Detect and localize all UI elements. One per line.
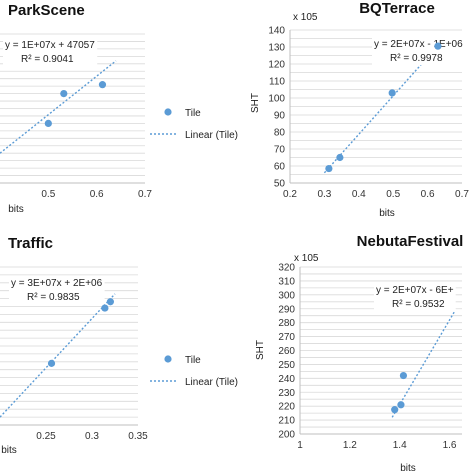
x-tick-label: 0.7 bbox=[138, 189, 152, 200]
data-point bbox=[101, 304, 109, 312]
y-tick-label: 80 bbox=[274, 128, 286, 139]
data-point bbox=[325, 164, 333, 173]
y-tick-label: 240 bbox=[278, 374, 295, 385]
x-tick-label: 1 bbox=[297, 440, 303, 451]
legend-marker bbox=[164, 108, 172, 116]
y-tick-label: 230 bbox=[278, 388, 295, 399]
y-tick-label: 140 bbox=[268, 26, 285, 37]
r-squared-label: R² = 0.9978 bbox=[390, 53, 443, 64]
trendline bbox=[0, 60, 117, 154]
x-tick-label: 0.4 bbox=[352, 189, 366, 200]
y-tick-label: 50 bbox=[274, 179, 286, 190]
y-tick-label: 110 bbox=[269, 77, 285, 88]
x-axis-label: bits bbox=[379, 208, 395, 219]
x-tick-label: 1.4 bbox=[393, 440, 407, 451]
chart-panel-2: 0.2 0.3 0.4 0.5 0.6 0.7 50 60 70 80 90 100 110 120 130… bbox=[250, 0, 469, 219]
y-tick-label: 250 bbox=[278, 360, 295, 371]
y-axis-label: SHT bbox=[255, 340, 266, 360]
data-point bbox=[60, 90, 68, 98]
data-point bbox=[47, 359, 56, 367]
legend-label-linear: Linear (Tile) bbox=[185, 130, 238, 141]
y-axis-label: SHT bbox=[250, 93, 261, 113]
data-point bbox=[44, 119, 52, 127]
chart-title: ParkScene bbox=[8, 2, 85, 19]
chart-title: Traffic bbox=[8, 235, 53, 252]
trendline-equation: y = 2E+07x - 1E+06 bbox=[374, 39, 463, 50]
data-point bbox=[336, 153, 344, 162]
trendline bbox=[391, 311, 456, 418]
x-tick-label: 0.6 bbox=[421, 189, 435, 200]
y-tick-label: 210 bbox=[278, 416, 295, 427]
x-axis-label: bits bbox=[400, 463, 416, 474]
x-tick-label: 0.35 bbox=[128, 431, 148, 442]
x-tick-label: 0.7 bbox=[455, 189, 469, 200]
data-point bbox=[397, 401, 405, 409]
x-tick-label: 0.5 bbox=[41, 189, 55, 200]
r-squared-label: R² = 0.9532 bbox=[392, 299, 445, 310]
y-multiplier-label: x 105 bbox=[293, 12, 318, 23]
data-point bbox=[388, 89, 396, 97]
y-tick-label: 130 bbox=[268, 43, 285, 54]
legend: Tile Linear (Tile) bbox=[150, 108, 238, 141]
y-tick-label: 310 bbox=[278, 276, 295, 287]
trendline-equation: y = 2E+07x - 6E+ bbox=[376, 285, 454, 296]
r-squared-label: R² = 0.9835 bbox=[27, 292, 80, 303]
y-tick-label: 320 bbox=[278, 263, 295, 274]
x-tick-label: 1.6 bbox=[443, 440, 457, 451]
trendline-equation: y = 3E+07x + 2E+06 bbox=[11, 278, 103, 289]
chart-title: BQTerrace bbox=[359, 0, 435, 17]
r-squared-label: R² = 0.9041 bbox=[21, 54, 74, 65]
x-tick-label: 0.3 bbox=[317, 189, 331, 200]
chart-panel-3: 0.25 0.3 0.35 Traffic bits y = 3E+07x + 2E+06… bbox=[0, 235, 238, 456]
data-point bbox=[106, 298, 114, 306]
legend: Tile Linear (Tile) bbox=[150, 355, 238, 388]
data-point bbox=[434, 42, 442, 50]
x-axis-label: bits bbox=[8, 204, 24, 215]
y-tick-label: 120 bbox=[268, 60, 285, 71]
legend-marker bbox=[164, 355, 172, 363]
trendline-equation: y = 1E+07x + 47057 bbox=[5, 40, 95, 51]
equation-background bbox=[374, 284, 456, 311]
equation-background bbox=[9, 277, 105, 304]
y-tick-label: 270 bbox=[278, 332, 295, 343]
x-tick-label: 0.25 bbox=[36, 431, 56, 442]
x-tick-label: 0.3 bbox=[85, 431, 99, 442]
y-tick-label: 70 bbox=[274, 145, 286, 156]
x-tick-label: 0.2 bbox=[283, 189, 297, 200]
y-tick-label: 200 bbox=[278, 430, 295, 441]
chart-panel-4: 1 1.2 1.4 1.6 200 210 220 230 240 250 260 270 280 290… bbox=[255, 233, 463, 474]
data-point bbox=[399, 371, 408, 380]
y-tick-label: 60 bbox=[274, 162, 286, 173]
y-tick-label: 280 bbox=[278, 318, 295, 329]
y-tick-label: 90 bbox=[274, 111, 286, 122]
equation-background bbox=[372, 38, 466, 65]
x-tick-label: 0.5 bbox=[386, 189, 400, 200]
x-tick-label: 0.6 bbox=[90, 189, 104, 200]
x-tick-label: 1.2 bbox=[343, 440, 357, 451]
y-tick-label: 220 bbox=[278, 402, 295, 413]
legend-label-linear: Linear (Tile) bbox=[185, 377, 238, 388]
y-tick-label: 300 bbox=[278, 290, 295, 301]
x-axis-label: bits bbox=[1, 445, 17, 456]
data-point bbox=[391, 406, 399, 414]
trendline bbox=[323, 41, 442, 174]
equation-background bbox=[3, 39, 98, 66]
y-tick-label: 290 bbox=[278, 304, 295, 315]
legend-label-tile: Tile bbox=[185, 108, 201, 119]
trendline bbox=[0, 293, 116, 418]
chart-title: NebutaFestival bbox=[357, 233, 464, 250]
y-multiplier-label: x 105 bbox=[294, 253, 319, 264]
chart-panel-1: 0.5 0.6 0.7 ParkScene bits y = 1E+07x + 47057… bbox=[0, 2, 238, 215]
y-tick-label: 260 bbox=[278, 346, 295, 357]
legend-label-tile: Tile bbox=[185, 355, 201, 366]
y-tick-label: 100 bbox=[268, 94, 285, 105]
data-point bbox=[98, 81, 107, 89]
